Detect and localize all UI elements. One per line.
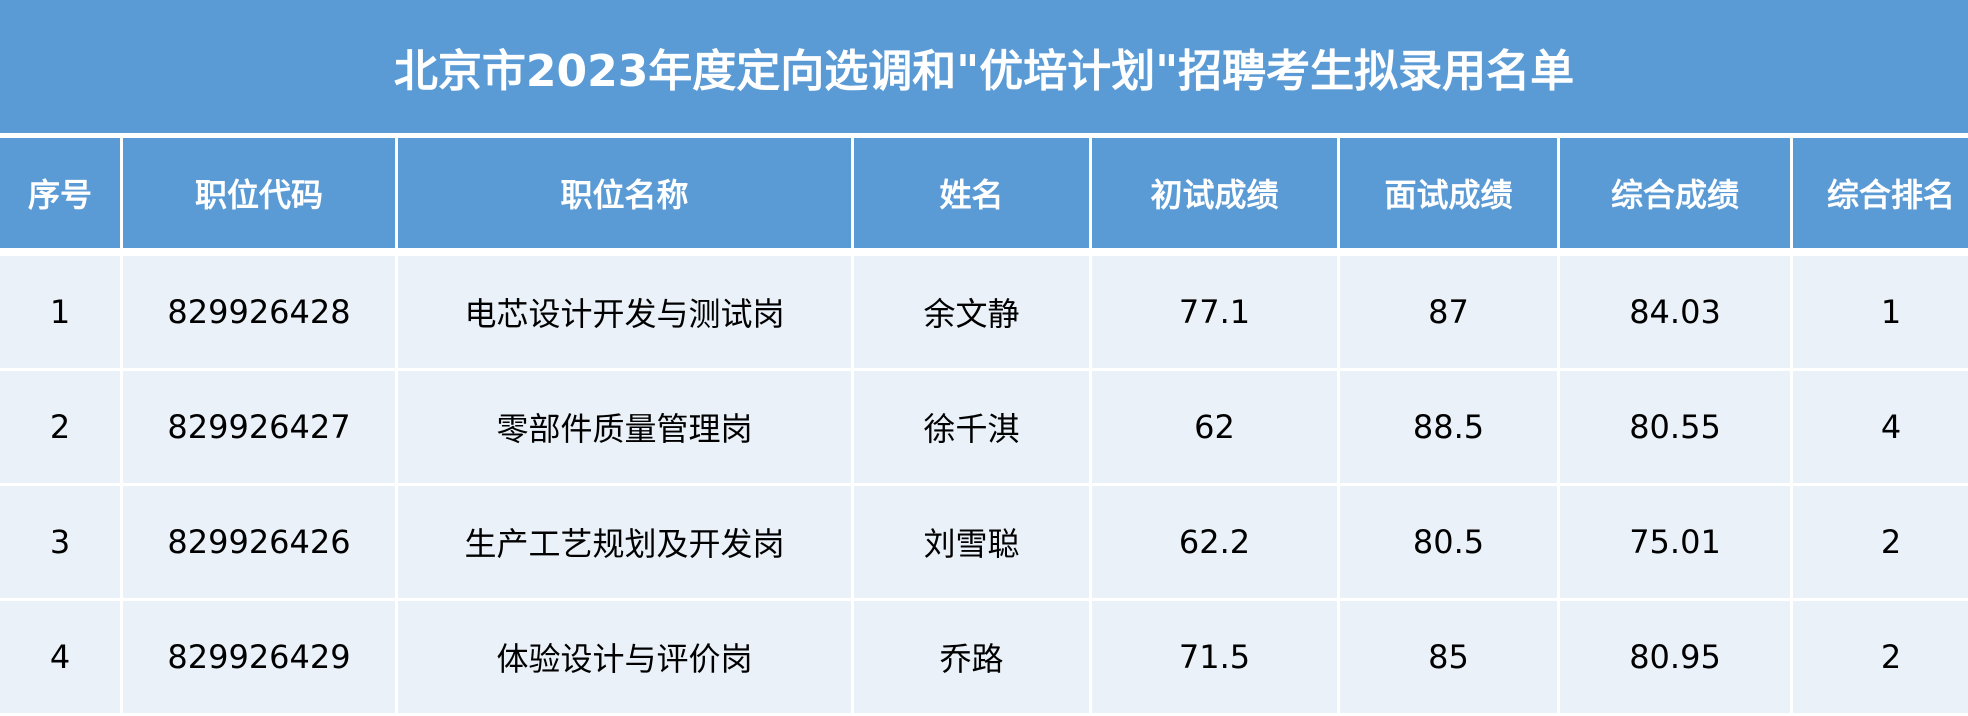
cell-position-name: 体验设计与评价岗 [398,601,851,713]
cell-written-score: 77.1 [1092,251,1337,368]
admission-list-table: 序号 职位代码 职位名称 姓名 初试成绩 面试成绩 综合成绩 综合排名 1 829… [0,135,1968,716]
cell-written-score: 71.5 [1092,601,1337,713]
header-rank: 综合排名 [1793,138,1968,248]
cell-name: 刘雪聪 [854,486,1089,598]
cell-position-code: 829926427 [123,371,395,483]
table-title: 北京市2023年度定向选调和"优培计划"招聘考生拟录用名单 [0,0,1968,133]
cell-interview-score: 87 [1340,251,1557,368]
cell-rank: 2 [1793,486,1968,598]
cell-rank: 1 [1793,251,1968,368]
cell-position-name: 生产工艺规划及开发岗 [398,486,851,598]
cell-position-name: 零部件质量管理岗 [398,371,851,483]
cell-total-score: 80.95 [1560,601,1790,713]
cell-rank: 2 [1793,601,1968,713]
cell-position-code: 829926429 [123,601,395,713]
cell-index: 2 [0,371,120,483]
cell-index: 4 [0,601,120,713]
cell-interview-score: 88.5 [1340,371,1557,483]
cell-index: 3 [0,486,120,598]
cell-interview-score: 85 [1340,601,1557,713]
cell-name: 余文静 [854,251,1089,368]
cell-name: 乔路 [854,601,1089,713]
cell-position-code: 829926426 [123,486,395,598]
cell-rank: 4 [1793,371,1968,483]
header-interview-score: 面试成绩 [1340,138,1557,248]
cell-index: 1 [0,251,120,368]
cell-name: 徐千淇 [854,371,1089,483]
table-row: 1 829926428 电芯设计开发与测试岗 余文静 77.1 87 84.03 1 [0,251,1968,368]
table-row: 4 829926429 体验设计与评价岗 乔路 71.5 85 80.95 2 [0,601,1968,713]
header-position-name: 职位名称 [398,138,851,248]
header-index: 序号 [0,138,120,248]
cell-total-score: 75.01 [1560,486,1790,598]
header-written-score: 初试成绩 [1092,138,1337,248]
table-row: 3 829926426 生产工艺规划及开发岗 刘雪聪 62.2 80.5 75.01 2 [0,486,1968,598]
cell-position-name: 电芯设计开发与测试岗 [398,251,851,368]
header-row: 序号 职位代码 职位名称 姓名 初试成绩 面试成绩 综合成绩 综合排名 [0,138,1968,248]
cell-position-code: 829926428 [123,251,395,368]
header-position-code: 职位代码 [123,138,395,248]
cell-written-score: 62.2 [1092,486,1337,598]
table-row: 2 829926427 零部件质量管理岗 徐千淇 62 88.5 80.55 4 [0,371,1968,483]
cell-written-score: 62 [1092,371,1337,483]
header-total-score: 综合成绩 [1560,138,1790,248]
header-name: 姓名 [854,138,1089,248]
cell-total-score: 80.55 [1560,371,1790,483]
cell-interview-score: 80.5 [1340,486,1557,598]
cell-total-score: 84.03 [1560,251,1790,368]
